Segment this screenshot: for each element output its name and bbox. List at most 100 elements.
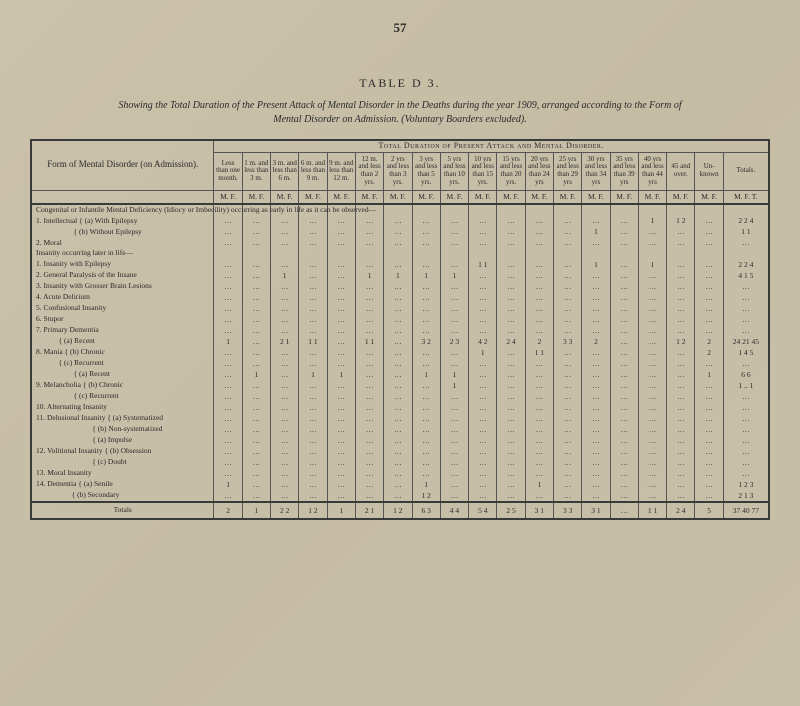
totals-cell: 1	[242, 502, 270, 518]
data-cell: …	[384, 336, 412, 347]
data-cell: …	[242, 281, 270, 292]
data-cell: …	[695, 226, 723, 237]
data-cell: …	[214, 391, 242, 402]
data-cell: …	[242, 435, 270, 446]
data-cell: …	[610, 435, 638, 446]
data-cell: …	[412, 237, 440, 248]
data-cell: …	[723, 468, 768, 479]
data-cell: …	[610, 347, 638, 358]
data-cell: …	[554, 303, 582, 314]
data-cell	[723, 248, 768, 259]
col-header: 15 yrs and less than 20 yrs.	[497, 152, 525, 190]
data-cell: …	[299, 435, 327, 446]
data-cell: 2 4	[497, 336, 525, 347]
data-cell: …	[440, 424, 468, 435]
data-cell: …	[723, 435, 768, 446]
data-cell: …	[610, 226, 638, 237]
data-cell: …	[327, 281, 355, 292]
table-row: 11. Delusional Insanity { (a) Systematiz…	[32, 413, 768, 424]
data-cell: …	[242, 347, 270, 358]
data-cell: …	[242, 215, 270, 226]
data-cell: …	[667, 314, 695, 325]
data-cell: …	[440, 435, 468, 446]
data-cell: …	[271, 325, 299, 336]
data-cell: …	[327, 237, 355, 248]
data-cell: …	[271, 292, 299, 303]
data-cell: …	[610, 391, 638, 402]
data-cell: …	[412, 215, 440, 226]
data-cell: …	[469, 490, 497, 502]
data-cell: …	[440, 292, 468, 303]
mf-header: M. F.	[469, 190, 497, 204]
data-cell: …	[723, 424, 768, 435]
data-cell: …	[355, 435, 383, 446]
data-cell	[384, 204, 412, 216]
data-cell: 2 3	[440, 336, 468, 347]
data-cell: …	[214, 237, 242, 248]
data-cell: …	[440, 358, 468, 369]
data-cell: …	[610, 369, 638, 380]
duration-table: Form of Mental Disorder (on Admission). …	[32, 141, 768, 518]
data-cell: …	[610, 336, 638, 347]
over45-header: 45 and over.	[667, 152, 695, 190]
data-cell: …	[667, 259, 695, 270]
data-cell: …	[610, 237, 638, 248]
data-cell: …	[667, 347, 695, 358]
data-cell: …	[412, 358, 440, 369]
data-cell: …	[667, 292, 695, 303]
data-cell: …	[723, 237, 768, 248]
row-label: 8. Mania { (b) Chronic	[32, 347, 214, 358]
data-cell: …	[497, 270, 525, 281]
data-cell: …	[695, 215, 723, 226]
data-cell: …	[327, 292, 355, 303]
data-cell: …	[271, 391, 299, 402]
data-cell: …	[723, 402, 768, 413]
data-cell: …	[525, 215, 553, 226]
data-cell: 1 1	[723, 226, 768, 237]
data-cell: …	[327, 402, 355, 413]
mf-blank	[32, 190, 214, 204]
data-cell: …	[497, 237, 525, 248]
data-cell: …	[384, 479, 412, 490]
data-cell: …	[469, 215, 497, 226]
data-cell: …	[355, 369, 383, 380]
data-cell: …	[384, 435, 412, 446]
data-cell: …	[667, 226, 695, 237]
data-cell: …	[469, 479, 497, 490]
totals-row: Totals212 21 212 11 26 34 45 42 53 13 33…	[32, 502, 768, 518]
data-cell: …	[440, 226, 468, 237]
table-row: 14. Dementia { (a) Senile1………………1………1…………	[32, 479, 768, 490]
data-cell: …	[384, 413, 412, 424]
data-cell: …	[638, 336, 666, 347]
totals-cell: 5 4	[469, 502, 497, 518]
mf-header: M. F.	[440, 190, 468, 204]
table-row: 7. Primary Dementia…………………………………………………	[32, 325, 768, 336]
table-row: 4. Acute Delirium…………………………………………………	[32, 292, 768, 303]
data-cell: …	[384, 468, 412, 479]
data-cell: …	[242, 446, 270, 457]
data-cell: …	[242, 402, 270, 413]
data-cell: …	[384, 303, 412, 314]
data-cell: 24 21 45	[723, 336, 768, 347]
data-cell: …	[610, 468, 638, 479]
data-cell: …	[582, 380, 610, 391]
data-cell: …	[469, 325, 497, 336]
data-cell: …	[582, 270, 610, 281]
data-cell: …	[412, 413, 440, 424]
data-cell: …	[554, 479, 582, 490]
totals-cell: 1 2	[299, 502, 327, 518]
data-cell: …	[525, 369, 553, 380]
data-cell: …	[554, 215, 582, 226]
row-label: 5. Confusional Insanity	[32, 303, 214, 314]
data-cell: …	[638, 446, 666, 457]
data-cell: 1	[469, 347, 497, 358]
table-row: 13. Moral Insanity…………………………………………………	[32, 468, 768, 479]
data-cell: …	[440, 402, 468, 413]
totals-cell: 1	[327, 502, 355, 518]
data-cell: …	[327, 347, 355, 358]
totals-cell: 3 1	[582, 502, 610, 518]
data-cell: …	[638, 281, 666, 292]
super-header: Total Duration of Present Attack and Men…	[214, 141, 768, 152]
table-row: 2. General Paralysis of the Insane……1……1…	[32, 270, 768, 281]
data-cell: …	[384, 215, 412, 226]
